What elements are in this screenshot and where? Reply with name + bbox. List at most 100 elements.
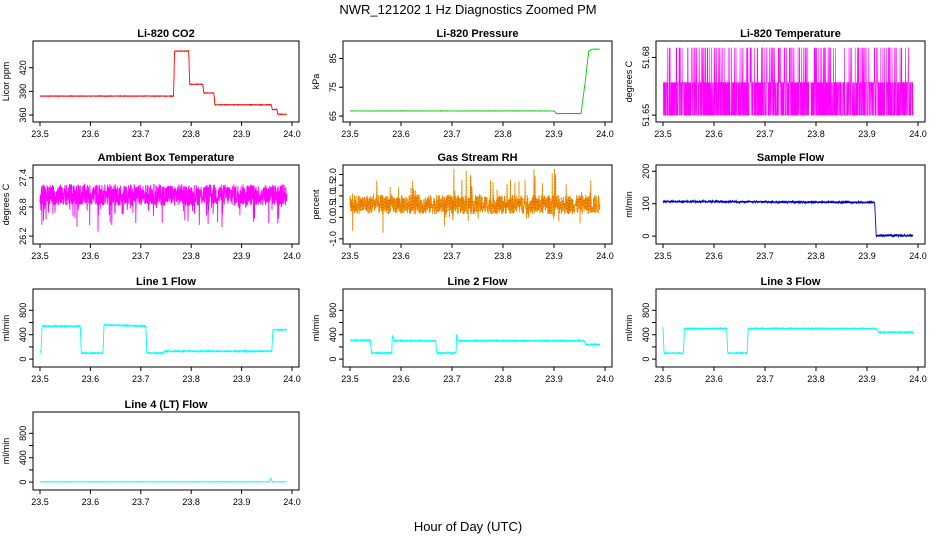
x-tick-label: 23.7 bbox=[443, 374, 461, 384]
y-tick-label: 420 bbox=[18, 60, 28, 75]
panel-ambtemp: Ambient Box Temperature degrees C 23.5 23.6… bbox=[1, 152, 301, 261]
x-tick-label: 23.6 bbox=[705, 251, 723, 261]
y-axis-label: percent bbox=[311, 189, 321, 220]
y-tick-label: 400 bbox=[18, 450, 28, 465]
y-tick-label: 400 bbox=[328, 327, 338, 342]
x-tick-label: 23.9 bbox=[233, 497, 251, 507]
x-tick-label: 23.8 bbox=[182, 497, 200, 507]
series-line bbox=[39, 183, 288, 232]
y-tick-label: 65 bbox=[328, 111, 338, 121]
y-tick-label: 0.0 bbox=[328, 211, 338, 224]
x-tick-label: 23.8 bbox=[182, 374, 200, 384]
series-line bbox=[349, 48, 600, 115]
panel-title: Gas Stream RH bbox=[437, 152, 517, 164]
x-tick-label: 23.6 bbox=[392, 129, 410, 139]
y-tick-label: 0 bbox=[641, 234, 651, 239]
y-tick-label: 800 bbox=[641, 303, 651, 318]
y-axis-label: ml/min bbox=[1, 438, 11, 465]
y-axis-label: ml/min bbox=[1, 315, 11, 342]
x-tick-label: 24.0 bbox=[283, 251, 301, 261]
y-tick-label: 0 bbox=[18, 357, 28, 362]
panel-title: Li-820 CO2 bbox=[137, 28, 194, 40]
y-axis-label: ml/min bbox=[624, 315, 634, 342]
y-tick-label: 27.4 bbox=[18, 169, 28, 187]
x-tick-label: 23.6 bbox=[82, 374, 100, 384]
x-tick-label: 24.0 bbox=[283, 497, 301, 507]
plot-frame bbox=[655, 40, 926, 123]
x-tick-label: 23.7 bbox=[756, 129, 774, 139]
x-tick-label: 23.9 bbox=[233, 129, 251, 139]
x-tick-label: 23.7 bbox=[756, 374, 774, 384]
x-tick-label: 23.8 bbox=[807, 374, 825, 384]
x-tick-label: 23.8 bbox=[807, 129, 825, 139]
y-tick-label: 0 bbox=[18, 480, 28, 485]
y-tick-label: 100 bbox=[641, 196, 651, 211]
x-tick-label: 23.9 bbox=[858, 129, 876, 139]
panel-co2: Li-820 CO2 Licor ppm 23.5 23.6 23.7 23.8 23.9 2… bbox=[1, 28, 301, 139]
x-tick-label: 23.9 bbox=[545, 374, 563, 384]
x-tick-label: 23.7 bbox=[132, 374, 150, 384]
x-tick-label: 23.9 bbox=[858, 251, 876, 261]
x-tick-label: 23.6 bbox=[705, 374, 723, 384]
y-tick-label: 800 bbox=[18, 303, 28, 318]
y-tick-label: 0 bbox=[641, 357, 651, 362]
y-tick-label: 26.2 bbox=[18, 227, 28, 245]
x-tick-label: 23.5 bbox=[341, 251, 359, 261]
y-axis-label: Licor ppm bbox=[1, 62, 11, 102]
y-tick-label: 51.65 bbox=[641, 104, 651, 127]
x-tick-label: 23.6 bbox=[82, 129, 100, 139]
x-tick-label: 23.8 bbox=[182, 251, 200, 261]
x-tick-label: 24.0 bbox=[283, 129, 301, 139]
x-axis-title: Hour of Day (UTC) bbox=[414, 519, 522, 534]
x-tick-label: 23.5 bbox=[31, 374, 49, 384]
y-tick-label: 51.68 bbox=[641, 46, 651, 69]
x-tick-label: 23.7 bbox=[756, 251, 774, 261]
panel-sampleflow: Sample Flow ml/min 23.5 23.6 23.7 23.8 23.9 24.… bbox=[624, 152, 927, 261]
x-tick-label: 23.9 bbox=[233, 374, 251, 384]
y-tick-label: 400 bbox=[641, 327, 651, 342]
x-tick-label: 23.9 bbox=[545, 129, 563, 139]
x-tick-label: 23.7 bbox=[132, 251, 150, 261]
series-line bbox=[662, 199, 914, 238]
series-line bbox=[39, 477, 288, 483]
y-tick-label: 800 bbox=[18, 426, 28, 441]
panel-line2: Line 2 Flow ml/min 23.5 23.6 23.7 23.8 23.9 24.… bbox=[311, 276, 614, 384]
y-tick-label: 26.8 bbox=[18, 198, 28, 216]
plot-frame bbox=[32, 164, 300, 245]
panel-title: Line 4 (LT) Flow bbox=[125, 399, 208, 411]
panels: Li-820 CO2 Licor ppm 23.5 23.6 23.7 23.8 23.9 2… bbox=[1, 28, 927, 507]
x-tick-label: 23.5 bbox=[654, 251, 672, 261]
plot-frame bbox=[32, 288, 300, 368]
y-axis-label: kPa bbox=[311, 74, 321, 90]
x-tick-label: 23.6 bbox=[82, 497, 100, 507]
x-tick-label: 23.5 bbox=[31, 251, 49, 261]
panel-title: Sample Flow bbox=[757, 152, 825, 164]
x-tick-label: 23.5 bbox=[654, 374, 672, 384]
y-tick-label: 85 bbox=[328, 53, 338, 63]
panel-title: Ambient Box Temperature bbox=[98, 152, 235, 164]
panel-line1: Line 1 Flow ml/min 23.5 23.6 23.7 23.8 23.9 24.… bbox=[1, 276, 301, 384]
x-tick-label: 24.0 bbox=[596, 251, 614, 261]
panel-line3: Line 3 Flow ml/min 23.5 23.6 23.7 23.8 23.9 24.… bbox=[624, 276, 927, 384]
x-tick-label: 23.8 bbox=[182, 129, 200, 139]
x-tick-label: 24.0 bbox=[596, 129, 614, 139]
y-tick-label: 75 bbox=[328, 82, 338, 92]
series-points bbox=[349, 168, 601, 233]
y-axis-label: ml/min bbox=[624, 191, 634, 218]
x-tick-label: 23.9 bbox=[233, 251, 251, 261]
series-line bbox=[349, 334, 601, 356]
x-tick-label: 23.8 bbox=[807, 251, 825, 261]
y-tick-label: 0.5 bbox=[328, 200, 338, 213]
y-tick-label: 400 bbox=[18, 327, 28, 342]
y-tick-label: 800 bbox=[328, 303, 338, 318]
panel-pressure: Li-820 Pressure kPa 23.5 23.6 23.7 23.8 23.9 24… bbox=[311, 28, 614, 139]
panel-title: Li-820 Pressure bbox=[437, 28, 519, 40]
x-tick-label: 24.0 bbox=[909, 251, 927, 261]
y-tick-label: 0 bbox=[328, 357, 338, 362]
series-line bbox=[39, 49, 287, 116]
series-line bbox=[663, 47, 914, 116]
y-tick-label: 390 bbox=[18, 84, 28, 99]
x-tick-label: 23.5 bbox=[341, 374, 359, 384]
x-tick-label: 23.5 bbox=[341, 129, 359, 139]
